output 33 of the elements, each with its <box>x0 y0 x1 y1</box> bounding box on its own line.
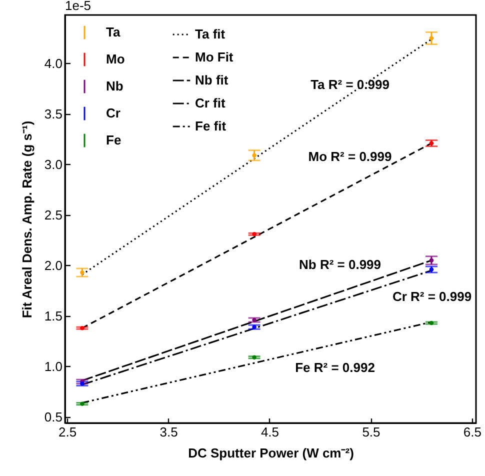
point <box>429 36 434 40</box>
legend-label: Cr fit <box>195 96 226 110</box>
x-tick-label: 4.5 <box>260 424 280 440</box>
x-tick-label: 5.5 <box>362 424 380 440</box>
y-tick-label: 4.0 <box>44 56 62 71</box>
y-tick-label: 3.5 <box>44 106 62 122</box>
y-axis-title: Fit Areal Dens. Amp. Rate (g s⁻¹) <box>19 120 34 318</box>
legend-label: Mo Fit <box>195 50 234 64</box>
x-tick-label: 6.5 <box>463 424 482 440</box>
x-axis-title: DC Sputter Power (W cm⁻²) <box>188 446 354 460</box>
legend-label: Cr <box>106 106 120 120</box>
legend-label: Nb <box>106 78 124 94</box>
text: 1e-5 <box>65 0 92 13</box>
y-tick-label: 1.5 <box>44 308 62 324</box>
legend-label: Ta <box>106 24 121 40</box>
y-tick-label: 0.5 <box>44 409 62 424</box>
y-tick-label: 1.0 <box>44 358 62 374</box>
legend-label: Nb fit <box>195 72 229 88</box>
point <box>252 153 256 158</box>
legend-label: Mo <box>106 52 125 66</box>
annotation: Nb R² = 0.999 <box>298 257 382 272</box>
annotation: Cr R² = 0.999 <box>392 289 472 304</box>
y-tick-label: 3.0 <box>44 156 62 172</box>
annotation: Fe R² = 0.992 <box>295 360 375 375</box>
x-tick-label: 2.5 <box>58 424 77 440</box>
y-tick-label: 2.5 <box>44 207 62 222</box>
x-tick-label: 3.5 <box>160 424 178 440</box>
legend-label: Fe fit <box>195 118 227 134</box>
legend-label: Ta fit <box>195 26 226 42</box>
legend-label: Fe <box>106 132 122 148</box>
y-tick-label: 2.0 <box>44 258 62 273</box>
annotation: Ta R² = 0.999 <box>310 77 390 92</box>
annotation: Mo R² = 0.999 <box>308 149 392 164</box>
